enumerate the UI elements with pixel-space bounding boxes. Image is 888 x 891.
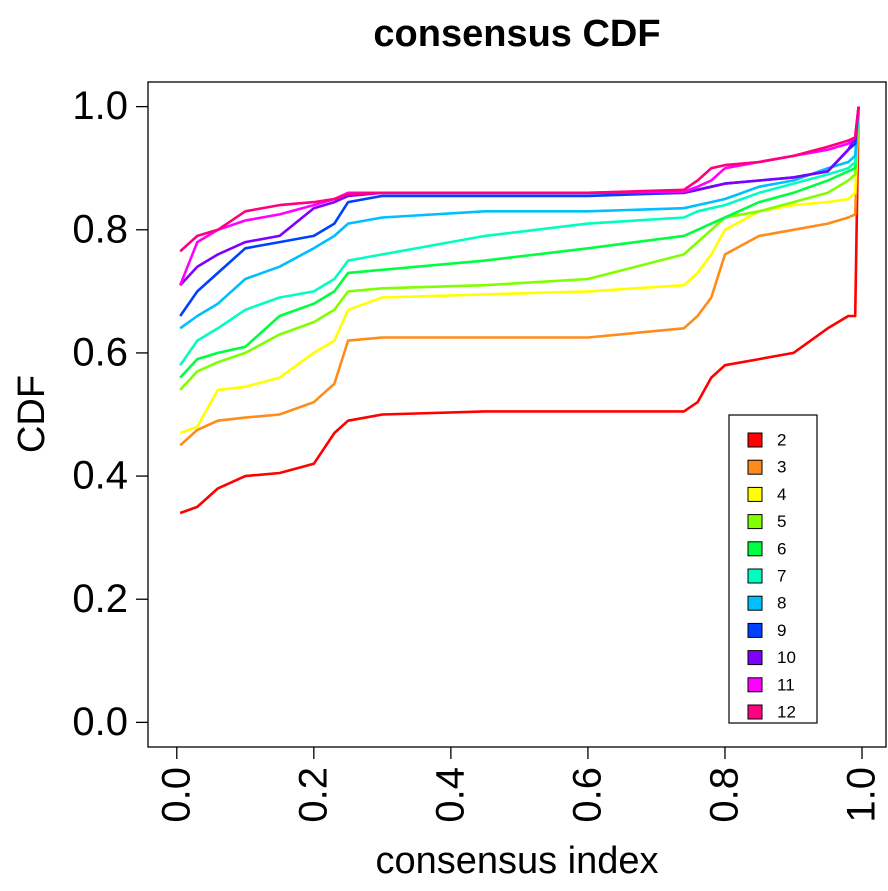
legend-swatch	[747, 541, 763, 557]
series-line	[179, 106, 860, 253]
legend-label: 11	[777, 675, 795, 694]
x-tick-label: 0.8	[703, 767, 747, 823]
series-line	[179, 106, 860, 435]
legend-swatch	[747, 704, 763, 720]
x-axis-label: consensus index	[375, 840, 658, 882]
legend-label: 10	[777, 648, 796, 667]
legend-label: 8	[777, 594, 786, 613]
series-line	[179, 106, 860, 330]
legend-label: 12	[777, 702, 796, 721]
legend-swatch	[747, 622, 763, 638]
legend-label: 3	[777, 458, 786, 477]
y-tick-label: 0.6	[72, 330, 128, 374]
x-tick-label: 0.2	[291, 767, 335, 823]
legend-label: 5	[777, 512, 786, 531]
series-line	[179, 106, 860, 447]
legend-label: 4	[777, 485, 786, 504]
series-line	[179, 106, 860, 366]
legend-box	[728, 414, 818, 724]
legend-label: 9	[777, 621, 786, 640]
y-tick-label: 0.4	[72, 454, 128, 498]
y-tick-label: 0.0	[72, 700, 128, 744]
legend-swatch	[747, 432, 763, 448]
legend-label: 6	[777, 539, 786, 558]
legend-swatch	[747, 595, 763, 611]
legend-label: 7	[777, 566, 786, 585]
x-tick-label: 0.0	[154, 767, 198, 823]
plot-frame	[147, 81, 887, 748]
y-tick-label: 0.2	[72, 577, 128, 621]
y-axis-label: CDF	[11, 375, 53, 453]
y-tick-label: 1.0	[72, 84, 128, 128]
x-tick-label: 1.0	[840, 767, 884, 823]
legend-swatch	[747, 459, 763, 475]
legend-swatch	[747, 568, 763, 584]
x-tick-label: 0.6	[565, 767, 609, 823]
legend-swatch	[747, 486, 763, 502]
series-line	[179, 106, 860, 391]
chart-title: consensus CDF	[373, 13, 660, 55]
series-line	[179, 106, 860, 379]
legend-swatch	[747, 677, 763, 693]
series-line	[179, 106, 860, 515]
legend-label: 2	[777, 430, 786, 449]
legend-swatch	[747, 650, 763, 666]
y-tick-label: 0.8	[72, 207, 128, 251]
legend-swatch	[747, 514, 763, 530]
x-tick-label: 0.4	[428, 767, 472, 823]
